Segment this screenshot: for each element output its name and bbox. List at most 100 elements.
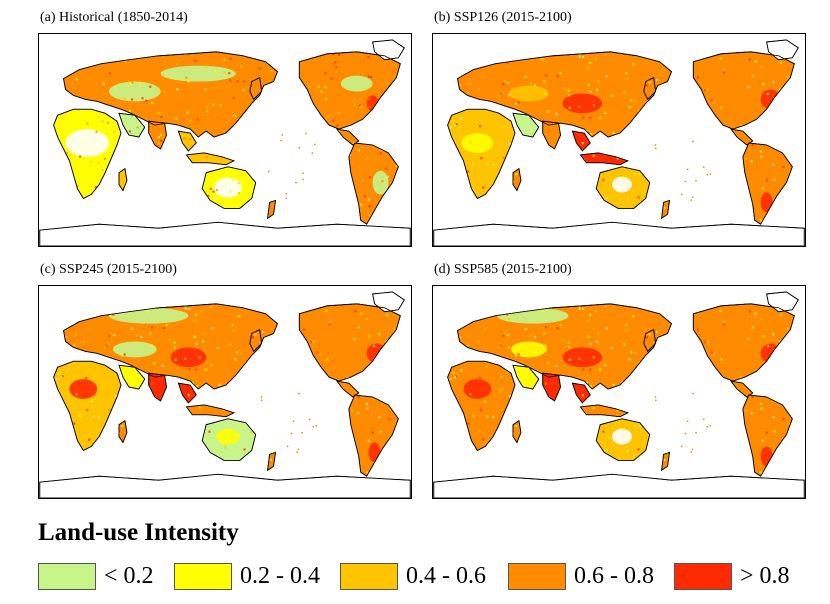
raster-cell [112, 313, 115, 316]
raster-cell [656, 330, 659, 334]
raster-cell [506, 371, 510, 374]
raster-cell [183, 137, 186, 140]
raster-cell [556, 75, 559, 78]
raster-cell [113, 317, 116, 321]
raster-cell [478, 430, 481, 433]
raster-cell [617, 349, 621, 352]
raster-cell [604, 53, 607, 56]
raster-cell [368, 335, 371, 338]
raster-cell [239, 425, 242, 428]
raster-cell [237, 73, 241, 76]
raster-cell [78, 414, 81, 417]
raster-cell [172, 104, 175, 108]
island [290, 432, 293, 435]
land-antarctica [433, 473, 805, 498]
raster-cell [254, 333, 257, 336]
raster-cell [483, 75, 486, 79]
raster-cell [362, 458, 365, 461]
raster-cell [469, 392, 472, 396]
raster-cell [500, 123, 503, 127]
raster-cell [507, 333, 510, 337]
raster-cell [567, 89, 570, 92]
island [292, 420, 295, 423]
raster-cell [163, 90, 166, 94]
raster-cell [334, 71, 337, 74]
raster-cell [751, 179, 754, 182]
raster-cell [71, 84, 74, 87]
raster-cell [205, 364, 208, 368]
raster-cell [386, 175, 389, 178]
raster-cell [719, 57, 722, 60]
raster-cell [502, 334, 505, 338]
raster-cell [229, 190, 232, 193]
raster-cell [209, 83, 212, 86]
raster-cell [622, 428, 625, 432]
raster-cell [113, 130, 116, 134]
raster-cell [485, 364, 488, 368]
raster-cell [310, 340, 313, 344]
raster-cell [455, 123, 458, 126]
raster-cell [592, 406, 595, 410]
legend-label-0-2-0-4: 0.2 - 0.4 [240, 563, 320, 589]
raster-cell [153, 362, 156, 365]
intensity-patch [511, 341, 547, 358]
raster-cell [222, 368, 225, 372]
raster-cell [666, 69, 669, 72]
raster-cell [65, 336, 68, 339]
raster-cell [505, 321, 508, 324]
raster-cell [706, 88, 709, 91]
outline-indonesia [185, 152, 235, 166]
raster-cell [106, 344, 109, 347]
raster-cell [534, 83, 537, 87]
raster-cell [768, 80, 771, 83]
raster-cell [214, 194, 217, 197]
raster-cell [499, 138, 502, 141]
raster-cell [508, 142, 511, 146]
raster-cell [589, 90, 592, 94]
raster-cell [755, 56, 758, 60]
island [709, 173, 712, 175]
raster-cell [125, 84, 128, 87]
raster-cell [589, 116, 592, 119]
raster-cell [332, 119, 335, 122]
raster-cell [544, 382, 548, 385]
raster-cell [449, 125, 452, 129]
raster-cell [124, 60, 127, 63]
raster-cell [622, 124, 626, 127]
raster-cell [595, 340, 599, 343]
raster-cell [454, 124, 457, 127]
raster-cell [365, 317, 369, 321]
raster-cell [367, 439, 370, 442]
raster-cell [630, 351, 633, 354]
raster-cell [543, 80, 546, 83]
intensity-patch [612, 176, 632, 193]
raster-cell [501, 136, 504, 139]
raster-cell [507, 317, 510, 321]
raster-cell [751, 396, 754, 399]
raster-cell [379, 447, 383, 450]
raster-cell [157, 141, 161, 145]
raster-cell [86, 409, 89, 412]
raster-cell [229, 343, 232, 346]
raster-cell [759, 65, 763, 69]
raster-cell [482, 186, 485, 189]
raster-cell [174, 346, 177, 349]
raster-cell [366, 471, 369, 474]
island [308, 418, 311, 421]
island [684, 180, 687, 183]
raster-cell [160, 133, 163, 137]
raster-cell [612, 383, 615, 386]
raster-cell [585, 381, 588, 384]
raster-cell [141, 97, 144, 100]
raster-cell [497, 94, 501, 97]
raster-cell [77, 110, 80, 113]
raster-cell [740, 366, 744, 369]
raster-cell [97, 415, 101, 418]
raster-cell [616, 157, 619, 160]
raster-cell [595, 88, 599, 91]
raster-cell [312, 340, 315, 343]
raster-cell [578, 305, 581, 308]
raster-cell [479, 124, 482, 128]
raster-cell [204, 88, 207, 91]
raster-cell [500, 92, 503, 95]
